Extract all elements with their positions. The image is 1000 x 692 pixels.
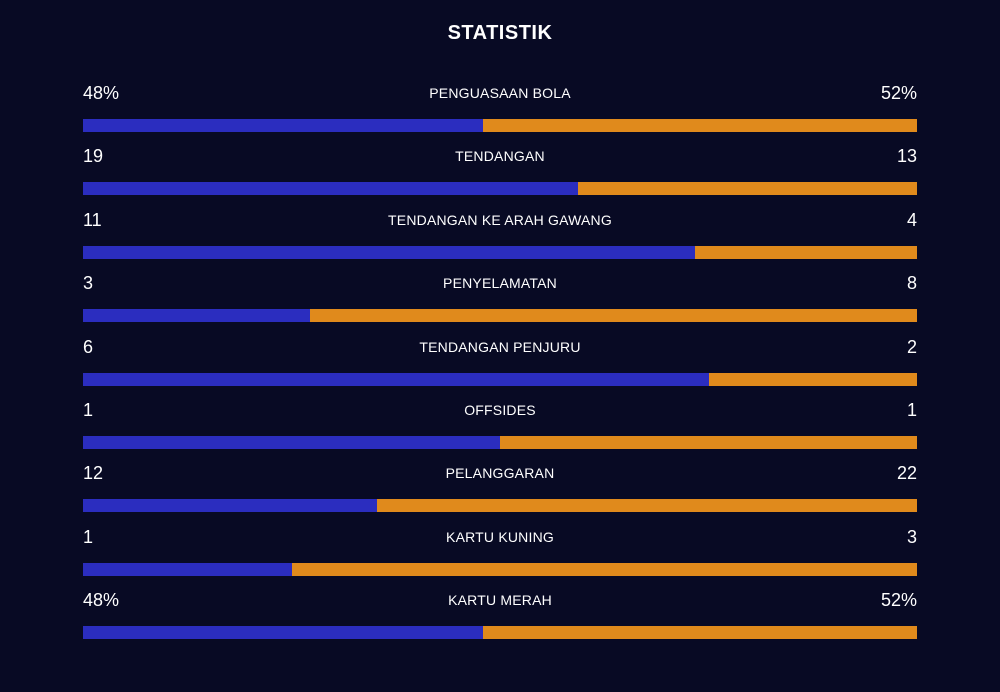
home-bar-segment [83, 245, 695, 259]
away-value: 13 [896, 146, 917, 167]
stat-label: PENGUASAAN BOLA [429, 85, 571, 101]
away-bar-segment [377, 499, 917, 513]
away-bar-segment [291, 562, 917, 576]
home-value: 1 [83, 526, 94, 547]
home-bar-segment [83, 182, 579, 196]
home-value: 1 [83, 399, 94, 420]
away-value: 52% [880, 83, 917, 103]
away-bar-segment [694, 245, 917, 259]
away-bar-segment [708, 372, 917, 386]
stat-row-saves: 3 PENYELAMATAN 8 [83, 270, 917, 333]
comparison-bar [83, 182, 917, 196]
away-value: 1 [906, 399, 917, 420]
stat-label: TENDANGAN KE ARAH GAWANG [388, 211, 612, 228]
away-value: 4 [906, 209, 917, 230]
stat-label: OFFSIDES [464, 401, 536, 418]
home-bar-segment [83, 309, 311, 323]
comparison-bar [83, 372, 917, 386]
stats-list: 48% PENGUASAAN BOLA 52% 19 TENDANGAN 1 3 … [83, 80, 917, 651]
comparison-bar [83, 626, 917, 640]
comparison-bar [83, 245, 917, 259]
stat-label: TENDANGAN PENJURU [419, 338, 581, 355]
home-value: 12 [83, 463, 104, 484]
comparison-bar [83, 309, 917, 323]
stat-row-red-cards: 48% KARTU MERAH 52% [83, 587, 917, 650]
away-bar-segment [483, 119, 917, 132]
home-bar-segment [83, 626, 484, 640]
stat-label: KARTU MERAH [448, 592, 552, 609]
home-value: 3 [83, 273, 94, 294]
stat-label: PENYELAMATAN [443, 275, 557, 292]
home-value: 11 [83, 209, 102, 230]
away-value: 52% [880, 590, 917, 611]
home-value: 48% [83, 83, 120, 103]
comparison-bar [83, 499, 917, 513]
stat-label: TENDANGAN [455, 148, 545, 165]
away-value: 8 [906, 273, 917, 294]
away-bar-segment [483, 626, 917, 640]
home-bar-segment [83, 372, 709, 386]
comparison-bar [83, 119, 917, 132]
stat-row-shots: 19 TENDANGAN 13 [83, 143, 917, 206]
stat-row-offsides: 1 OFFSIDES 1 [83, 397, 917, 460]
stat-row-possession: 48% PENGUASAAN BOLA 52% [83, 80, 917, 143]
stats-title: STATISTIK [447, 22, 553, 44]
home-bar-segment [83, 435, 500, 449]
home-value: 48% [83, 590, 120, 611]
home-value: 19 [83, 146, 104, 167]
comparison-bar [83, 435, 917, 449]
stat-row-shots-on-target: 11 TENDANGAN KE ARAH GAWANG 4 [83, 207, 917, 270]
away-value: 22 [896, 463, 917, 484]
away-value: 3 [906, 526, 917, 547]
stat-row-yellow-cards: 1 KARTU KUNING 3 [83, 524, 917, 587]
away-value: 2 [906, 336, 917, 357]
home-value: 6 [83, 336, 94, 357]
home-bar-segment [83, 562, 292, 576]
stat-row-corners: 6 TENDANGAN PENJURU 2 [83, 334, 917, 397]
stat-label: KARTU KUNING [446, 528, 554, 545]
comparison-bar [83, 562, 917, 576]
away-bar-segment [578, 182, 917, 196]
away-bar-segment [310, 309, 917, 323]
home-bar-segment [83, 119, 484, 132]
away-bar-segment [500, 435, 917, 449]
stat-row-fouls: 12 PELANGGARAN 22 [83, 460, 917, 523]
home-bar-segment [83, 499, 378, 513]
stat-label: PELANGGARAN [445, 465, 555, 482]
